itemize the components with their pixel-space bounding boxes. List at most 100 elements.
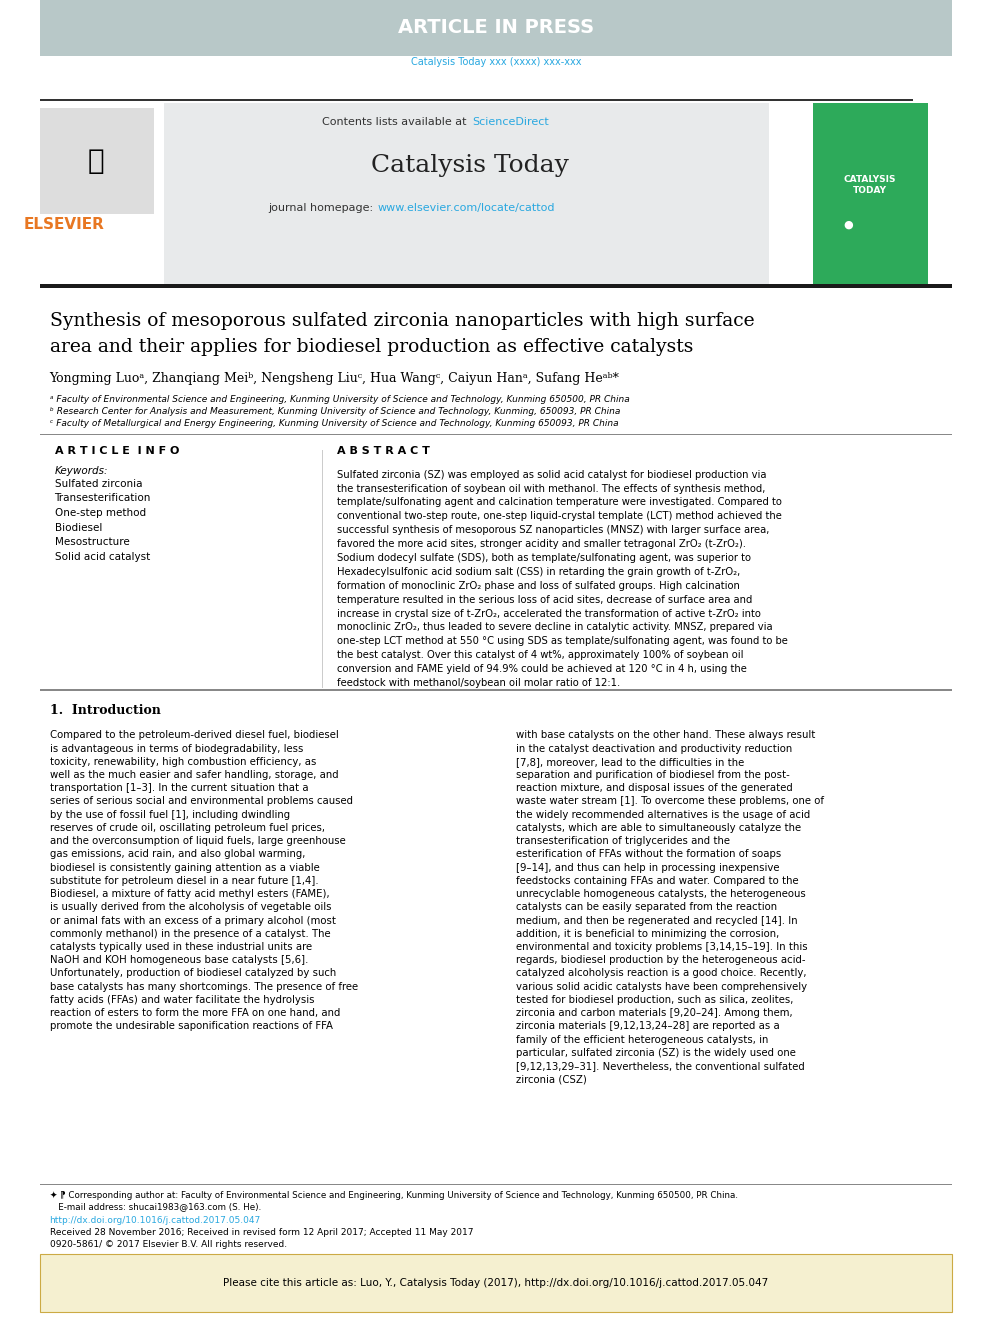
Text: catalyzed alcoholysis reaction is a good choice. Recently,: catalyzed alcoholysis reaction is a good… <box>516 968 806 979</box>
Text: is advantageous in terms of biodegradability, less: is advantageous in terms of biodegradabi… <box>50 744 303 754</box>
Text: http://dx.doi.org/10.1016/j.cattod.2017.05.047: http://dx.doi.org/10.1016/j.cattod.2017.… <box>50 1216 261 1225</box>
Text: ᵃ Faculty of Environmental Science and Engineering, Kunming University of Scienc: ᵃ Faculty of Environmental Science and E… <box>50 396 629 404</box>
Text: feedstocks containing FFAs and water. Compared to the: feedstocks containing FFAs and water. Co… <box>516 876 799 886</box>
Bar <box>813 103 928 286</box>
Text: formation of monoclinic ZrO₂ phase and loss of sulfated groups. High calcination: formation of monoclinic ZrO₂ phase and l… <box>337 581 740 591</box>
Text: catalysts typically used in these industrial units are: catalysts typically used in these indust… <box>50 942 311 953</box>
Bar <box>40 0 952 56</box>
Text: Yongming Luoᵃ, Zhanqiang Meiᵇ, Nengsheng Liuᶜ, Hua Wangᶜ, Caiyun Hanᵃ, Sufang He: Yongming Luoᵃ, Zhanqiang Meiᵇ, Nengsheng… <box>50 372 619 385</box>
Text: regards, biodiesel production by the heterogeneous acid-: regards, biodiesel production by the het… <box>516 955 806 966</box>
Text: Solid acid catalyst: Solid acid catalyst <box>55 552 150 562</box>
Bar <box>40 1254 952 1312</box>
Text: ᵇ Research Center for Analysis and Measurement, Kunming University of Science an: ᵇ Research Center for Analysis and Measu… <box>50 407 620 415</box>
Text: and the overconsumption of liquid fuels, large greenhouse: and the overconsumption of liquid fuels,… <box>50 836 345 847</box>
Text: ELSEVIER: ELSEVIER <box>24 217 105 233</box>
Text: environmental and toxicity problems [3,14,15–19]. In this: environmental and toxicity problems [3,1… <box>516 942 807 953</box>
Text: family of the efficient heterogeneous catalysts, in: family of the efficient heterogeneous ca… <box>516 1035 768 1045</box>
Text: or animal fats with an excess of a primary alcohol (most: or animal fats with an excess of a prima… <box>50 916 335 926</box>
Text: unrecyclable homogeneous catalysts, the heterogeneous: unrecyclable homogeneous catalysts, the … <box>516 889 806 900</box>
Text: is usually derived from the alcoholysis of vegetable oils: is usually derived from the alcoholysis … <box>50 902 331 913</box>
Text: reserves of crude oil, oscillating petroleum fuel prices,: reserves of crude oil, oscillating petro… <box>50 823 324 833</box>
Text: conventional two-step route, one-step liquid-crystal template (LCT) method achie: conventional two-step route, one-step li… <box>337 511 782 521</box>
Text: addition, it is beneficial to minimizing the corrosion,: addition, it is beneficial to minimizing… <box>516 929 779 939</box>
Text: [9,12,13,29–31]. Nevertheless, the conventional sulfated: [9,12,13,29–31]. Nevertheless, the conve… <box>516 1061 805 1072</box>
Text: area and their applies for biodiesel production as effective catalysts: area and their applies for biodiesel pro… <box>50 337 693 356</box>
Text: Contents lists available at: Contents lists available at <box>322 116 470 127</box>
Text: medium, and then be regenerated and recycled [14]. In: medium, and then be regenerated and recy… <box>516 916 798 926</box>
Text: promote the undesirable saponification reactions of FFA: promote the undesirable saponification r… <box>50 1021 332 1032</box>
Text: monoclinic ZrO₂, thus leaded to severe decline in catalytic activity. MNSZ, prep: monoclinic ZrO₂, thus leaded to severe d… <box>337 622 773 632</box>
Text: CATALYSIS
TODAY: CATALYSIS TODAY <box>844 175 896 196</box>
Text: [9–14], and thus can help in processing inexpensive: [9–14], and thus can help in processing … <box>516 863 780 873</box>
Text: zirconia and carbon materials [9,20–24]. Among them,: zirconia and carbon materials [9,20–24].… <box>516 1008 793 1019</box>
Text: particular, sulfated zirconia (SZ) is the widely used one: particular, sulfated zirconia (SZ) is th… <box>516 1048 796 1058</box>
Text: favored the more acid sites, stronger acidity and smaller tetragonal ZrO₂ (t-ZrO: favored the more acid sites, stronger ac… <box>337 538 746 549</box>
Text: one-step LCT method at 550 °C using SDS as template/sulfonating agent, was found: one-step LCT method at 550 °C using SDS … <box>337 636 789 647</box>
Text: tested for biodiesel production, such as silica, zeolites,: tested for biodiesel production, such as… <box>516 995 794 1005</box>
Text: reaction mixture, and disposal issues of the generated: reaction mixture, and disposal issues of… <box>516 783 793 794</box>
Text: Biodiesel: Biodiesel <box>55 523 102 533</box>
Text: with base catalysts on the other hand. These always result: with base catalysts on the other hand. T… <box>516 730 815 741</box>
Text: ●: ● <box>843 220 853 230</box>
Text: Sulfated zirconia: Sulfated zirconia <box>55 479 142 490</box>
Text: Catalysis Today xxx (xxxx) xxx-xxx: Catalysis Today xxx (xxxx) xxx-xxx <box>411 57 581 67</box>
Text: Sulfated zirconia (SZ) was employed as solid acid catalyst for biodiesel product: Sulfated zirconia (SZ) was employed as s… <box>337 470 767 480</box>
Text: the best catalyst. Over this catalyst of 4 wt%, approximately 100% of soybean oi: the best catalyst. Over this catalyst of… <box>337 650 744 660</box>
Text: ✦ ⁋ Corresponding author at: Faculty of Environmental Science and Engineering, K: ✦ ⁋ Corresponding author at: Faculty of … <box>50 1191 738 1200</box>
Text: fatty acids (FFAs) and water facilitate the hydrolysis: fatty acids (FFAs) and water facilitate … <box>50 995 314 1005</box>
Text: in the catalyst deactivation and productivity reduction: in the catalyst deactivation and product… <box>516 744 792 754</box>
Text: base catalysts has many shortcomings. The presence of free: base catalysts has many shortcomings. Th… <box>50 982 358 992</box>
Text: biodiesel is consistently gaining attention as a viable: biodiesel is consistently gaining attent… <box>50 863 319 873</box>
Bar <box>40 108 154 214</box>
Text: commonly methanol) in the presence of a catalyst. The: commonly methanol) in the presence of a … <box>50 929 330 939</box>
Text: transportation [1–3]. In the current situation that a: transportation [1–3]. In the current sit… <box>50 783 309 794</box>
Text: NaOH and KOH homogeneous base catalysts [5,6].: NaOH and KOH homogeneous base catalysts … <box>50 955 308 966</box>
Bar <box>40 689 952 691</box>
Text: Mesostructure: Mesostructure <box>55 537 129 548</box>
Text: reaction of esters to form the more FFA on one hand, and: reaction of esters to form the more FFA … <box>50 1008 340 1019</box>
Text: template/sulfonating agent and calcination temperature were investigated. Compar: template/sulfonating agent and calcinati… <box>337 497 782 508</box>
Text: [7,8], moreover, lead to the difficulties in the: [7,8], moreover, lead to the difficultie… <box>516 757 744 767</box>
Text: the widely recommended alternatives is the usage of acid: the widely recommended alternatives is t… <box>516 810 810 820</box>
Text: catalysts, which are able to simultaneously catalyze the: catalysts, which are able to simultaneou… <box>516 823 801 833</box>
Text: journal homepage:: journal homepage: <box>268 202 377 213</box>
Bar <box>164 103 769 286</box>
Text: separation and purification of biodiesel from the post-: separation and purification of biodiesel… <box>516 770 790 781</box>
Text: E-mail address: shucai1983@163.com (S. He).: E-mail address: shucai1983@163.com (S. H… <box>50 1203 261 1212</box>
Text: substitute for petroleum diesel in a near future [1,4].: substitute for petroleum diesel in a nea… <box>50 876 318 886</box>
Text: feedstock with methanol/soybean oil molar ratio of 12:1.: feedstock with methanol/soybean oil mola… <box>337 677 621 688</box>
Text: Transesterification: Transesterification <box>55 493 151 504</box>
Text: Unfortunately, production of biodiesel catalyzed by such: Unfortunately, production of biodiesel c… <box>50 968 336 979</box>
Text: esterification of FFAs without the formation of soaps: esterification of FFAs without the forma… <box>516 849 781 860</box>
Text: various solid acidic catalysts have been comprehensively: various solid acidic catalysts have been… <box>516 982 806 992</box>
Text: successful synthesis of mesoporous SZ nanoparticles (MNSZ) with larger surface a: successful synthesis of mesoporous SZ na… <box>337 525 770 536</box>
Bar <box>40 99 913 101</box>
Text: ScienceDirect: ScienceDirect <box>472 116 549 127</box>
Text: zirconia (CSZ): zirconia (CSZ) <box>516 1074 586 1085</box>
Text: by the use of fossil fuel [1], including dwindling: by the use of fossil fuel [1], including… <box>50 810 290 820</box>
Text: A R T I C L E  I N F O: A R T I C L E I N F O <box>55 446 179 456</box>
Text: toxicity, renewability, high combustion efficiency, as: toxicity, renewability, high combustion … <box>50 757 316 767</box>
Bar <box>322 450 323 688</box>
Text: Keywords:: Keywords: <box>55 466 108 476</box>
Text: Catalysis Today: Catalysis Today <box>371 153 569 177</box>
Text: temperature resulted in the serious loss of acid sites, decrease of surface area: temperature resulted in the serious loss… <box>337 594 753 605</box>
Text: One-step method: One-step method <box>55 508 146 519</box>
Text: ARTICLE IN PRESS: ARTICLE IN PRESS <box>398 19 594 37</box>
Text: 🌲: 🌲 <box>88 147 104 176</box>
Text: ᶜ Faculty of Metallurgical and Energy Engineering, Kunming University of Science: ᶜ Faculty of Metallurgical and Energy En… <box>50 419 618 427</box>
Text: Biodiesel, a mixture of fatty acid methyl esters (FAME),: Biodiesel, a mixture of fatty acid methy… <box>50 889 329 900</box>
Text: zirconia materials [9,12,13,24–28] are reported as a: zirconia materials [9,12,13,24–28] are r… <box>516 1021 780 1032</box>
Text: Hexadecylsulfonic acid sodium salt (CSS) in retarding the grain growth of t-ZrO₂: Hexadecylsulfonic acid sodium salt (CSS)… <box>337 566 741 577</box>
Text: well as the much easier and safer handling, storage, and: well as the much easier and safer handli… <box>50 770 338 781</box>
Text: series of serious social and environmental problems caused: series of serious social and environment… <box>50 796 352 807</box>
Text: A B S T R A C T: A B S T R A C T <box>337 446 431 456</box>
Text: Received 28 November 2016; Received in revised form 12 April 2017; Accepted 11 M: Received 28 November 2016; Received in r… <box>50 1228 473 1237</box>
Text: waste water stream [1]. To overcome these problems, one of: waste water stream [1]. To overcome thes… <box>516 796 823 807</box>
Text: Compared to the petroleum-derived diesel fuel, biodiesel: Compared to the petroleum-derived diesel… <box>50 730 338 741</box>
Text: Sodium dodecyl sulfate (SDS), both as template/sulfonating agent, was superior t: Sodium dodecyl sulfate (SDS), both as te… <box>337 553 751 564</box>
Text: 1.  Introduction: 1. Introduction <box>50 704 161 717</box>
Text: conversion and FAME yield of 94.9% could be achieved at 120 °C in 4 h, using the: conversion and FAME yield of 94.9% could… <box>337 664 747 675</box>
Text: gas emissions, acid rain, and also global warming,: gas emissions, acid rain, and also globa… <box>50 849 305 860</box>
Text: transesterification of triglycerides and the: transesterification of triglycerides and… <box>516 836 730 847</box>
